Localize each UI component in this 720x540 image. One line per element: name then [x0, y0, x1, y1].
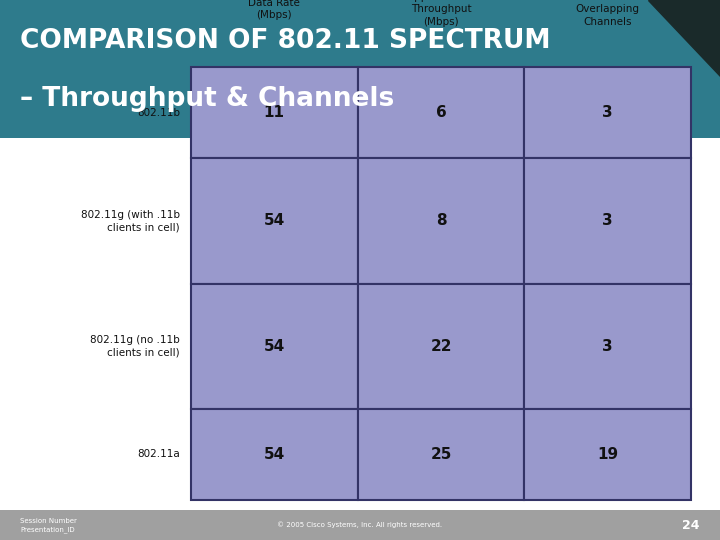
- Bar: [358, 284, 524, 409]
- Text: 25: 25: [431, 447, 451, 462]
- Bar: [358, 158, 524, 284]
- Text: 3: 3: [603, 105, 613, 120]
- Text: 22: 22: [431, 339, 451, 354]
- Text: COMPARISON OF 802.11 SPECTRUM: COMPARISON OF 802.11 SPECTRUM: [20, 28, 551, 55]
- Bar: [191, 284, 358, 409]
- Text: 802.11a: 802.11a: [138, 449, 180, 459]
- Text: 54: 54: [264, 213, 285, 228]
- Text: 54: 54: [264, 447, 285, 462]
- Bar: [358, 68, 524, 158]
- Bar: [524, 68, 691, 158]
- Polygon shape: [648, 0, 720, 76]
- Text: 6: 6: [436, 105, 446, 120]
- Text: © 2005 Cisco Systems, Inc. All rights reserved.: © 2005 Cisco Systems, Inc. All rights re…: [277, 522, 443, 529]
- Bar: [524, 409, 691, 500]
- Bar: [191, 409, 358, 500]
- Bar: [524, 284, 691, 409]
- Text: 3: 3: [603, 213, 613, 228]
- Bar: [358, 409, 524, 500]
- Text: 54: 54: [264, 339, 285, 354]
- Text: 8: 8: [436, 213, 446, 228]
- Text: 19: 19: [597, 447, 618, 462]
- Text: Data Rate
(Mbps): Data Rate (Mbps): [248, 0, 300, 21]
- Text: 802.11g (with .11b
clients in cell): 802.11g (with .11b clients in cell): [81, 210, 180, 232]
- Text: Approximate
Throughput
(Mbps): Approximate Throughput (Mbps): [408, 0, 474, 26]
- Bar: [191, 158, 358, 284]
- Text: Non-
Overlapping
Channels: Non- Overlapping Channels: [576, 0, 640, 26]
- Text: 24: 24: [683, 518, 700, 532]
- Bar: [0, 510, 720, 540]
- Text: – Throughput & Channels: – Throughput & Channels: [20, 86, 395, 112]
- Text: 11: 11: [264, 105, 284, 120]
- Bar: [524, 158, 691, 284]
- Text: 802.11b: 802.11b: [137, 108, 180, 118]
- Bar: [191, 68, 358, 158]
- Text: 3: 3: [603, 339, 613, 354]
- Bar: [0, 0, 720, 138]
- Text: 802.11g (no .11b
clients in cell): 802.11g (no .11b clients in cell): [90, 335, 180, 357]
- Text: Session Number
Presentation_ID: Session Number Presentation_ID: [20, 518, 77, 532]
